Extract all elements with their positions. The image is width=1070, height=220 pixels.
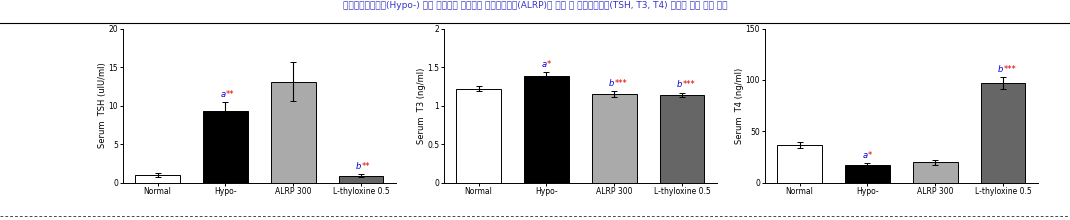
Bar [914,162,958,183]
Bar [845,165,889,183]
Text: a: a [862,151,868,160]
Y-axis label: Serum  TSH (ulU/ml): Serum TSH (ulU/ml) [98,63,107,148]
Y-axis label: Serum  T4 (ng/ml): Serum T4 (ng/ml) [735,68,745,144]
Text: b: b [609,79,614,88]
Bar [593,94,637,183]
Text: b: b [356,162,362,171]
Bar [272,82,316,183]
Text: **: ** [226,90,234,99]
Text: b: b [998,65,1004,74]
Text: ***: *** [683,81,696,89]
Text: *: * [868,151,872,160]
Bar [660,95,704,183]
Text: b: b [677,81,683,89]
Text: *: * [547,61,551,69]
Bar [981,83,1025,183]
Bar [203,111,247,183]
Bar [136,175,180,183]
Text: 걑상선기능저하증(Hypo-) 흔쥐 모델에서 열성약인 포부자추출물(ALRP)의 혈액 내 걑상선호르몲(TSH, T3, T4) 변화에 대한 효능 평가: 걑상선기능저하증(Hypo-) 흔쥐 모델에서 열성약인 포부자추출물(ALRP… [342,1,728,10]
Text: a: a [220,90,226,99]
Bar [457,89,501,183]
Y-axis label: Serum  T3 (ng/ml): Serum T3 (ng/ml) [416,67,426,144]
Bar [339,176,383,183]
Text: ***: *** [614,79,627,88]
Text: ***: *** [1004,65,1016,74]
Text: **: ** [362,162,370,171]
Bar [524,76,568,183]
Text: a: a [541,61,547,69]
Bar [778,145,822,183]
